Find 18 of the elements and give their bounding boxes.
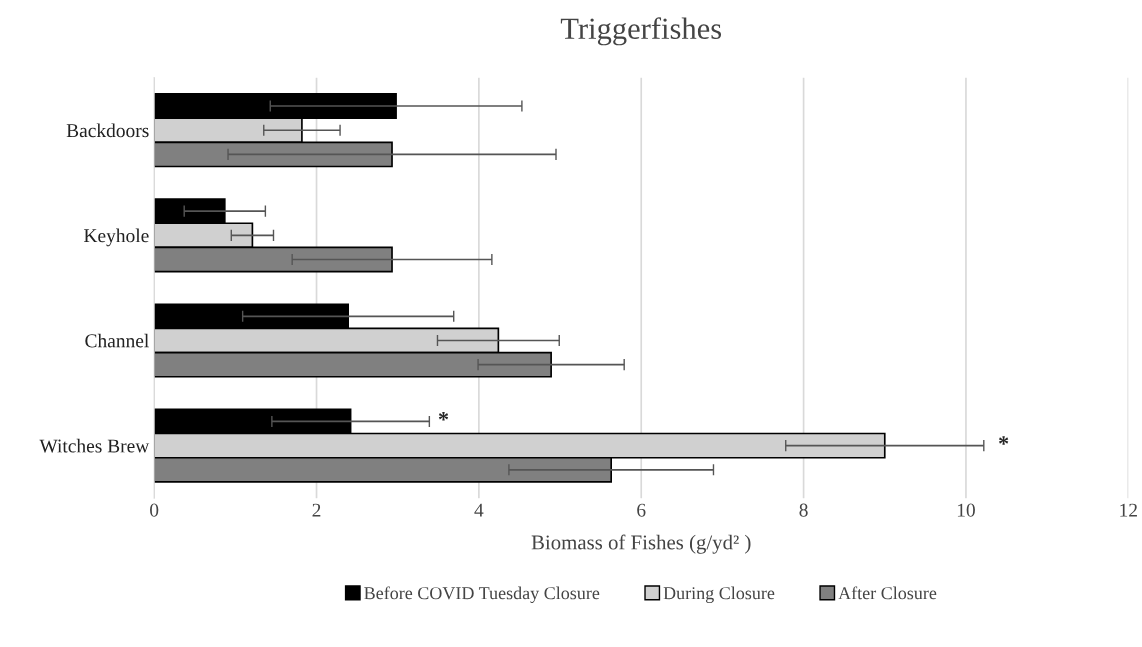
annotation: * — [998, 436, 1009, 445]
x-tick-label: 10 — [957, 503, 975, 517]
legend-label: After Closure — [838, 586, 937, 600]
x-tick-label: 4 — [474, 503, 484, 517]
y-tick-label: Keyhole — [83, 228, 149, 247]
x-tick-label: 6 — [637, 503, 646, 517]
x-tick-label: 2 — [312, 503, 321, 517]
legend-label: During Closure — [663, 586, 775, 604]
y-tick-label: Backdoors — [66, 123, 149, 138]
legend-label: Before COVID Tuesday Closure — [364, 586, 600, 604]
x-tick-label: 12 — [1120, 503, 1137, 517]
y-tick-label: Channel — [85, 333, 149, 348]
annotation: * — [438, 412, 449, 421]
x-tick-label: 8 — [799, 503, 808, 517]
x-axis-title: Biomass of Fishes (g/yd² ) — [531, 534, 751, 554]
y-tick-label: Witches Brew — [39, 438, 150, 453]
chart-title: Triggerfishes — [560, 17, 722, 46]
x-tick-label: 0 — [150, 503, 159, 517]
